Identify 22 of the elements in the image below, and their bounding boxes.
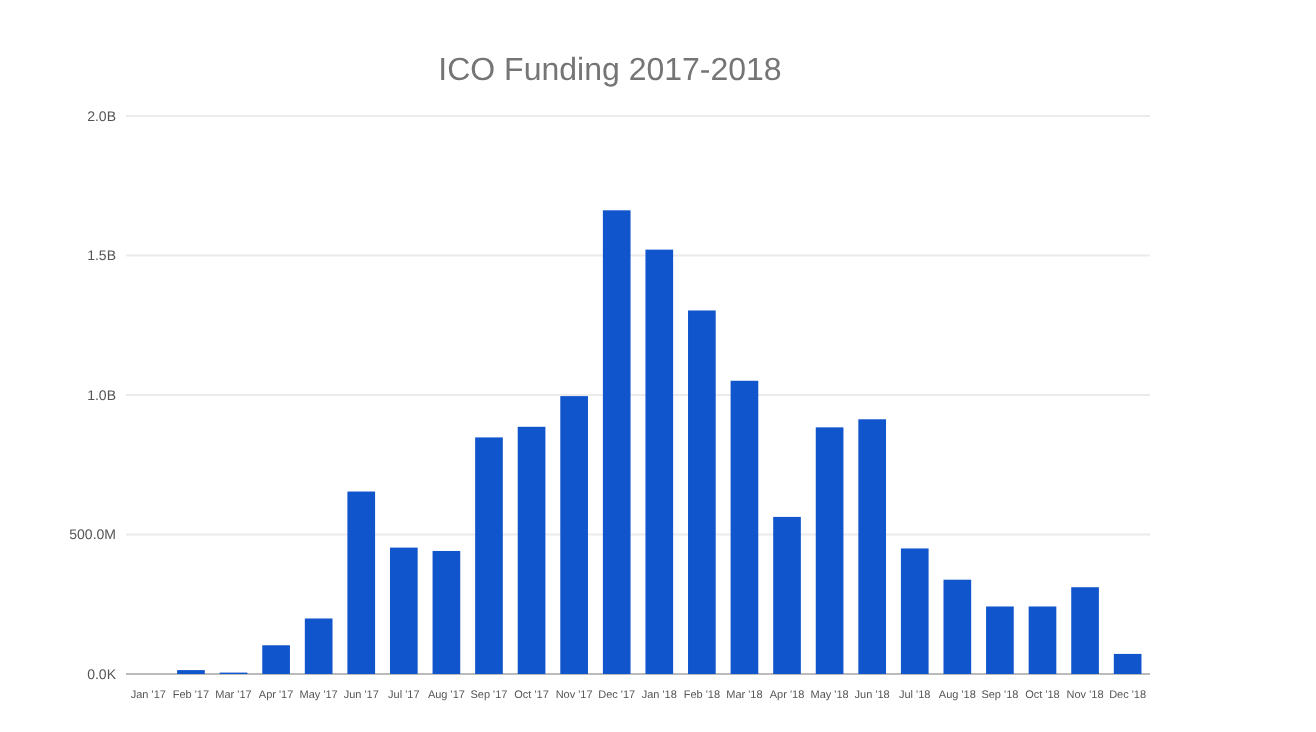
bar [602,210,631,674]
bar [858,419,887,674]
bar [432,550,461,674]
bar [304,618,333,674]
bar [645,249,674,674]
bar [1113,653,1142,674]
bar [1028,606,1057,674]
bar [389,547,418,674]
bar [517,426,546,674]
bar [475,437,503,674]
bar [815,427,844,674]
bar [900,548,929,674]
bar [262,645,290,674]
bar [688,310,716,674]
bar [986,606,1014,674]
chart-title: ICO Funding 2017-2018 [438,54,782,88]
bar [773,516,801,674]
bar [347,491,376,674]
bar [560,396,588,674]
bar [1071,587,1099,674]
bar [730,380,759,674]
bar [943,579,972,674]
